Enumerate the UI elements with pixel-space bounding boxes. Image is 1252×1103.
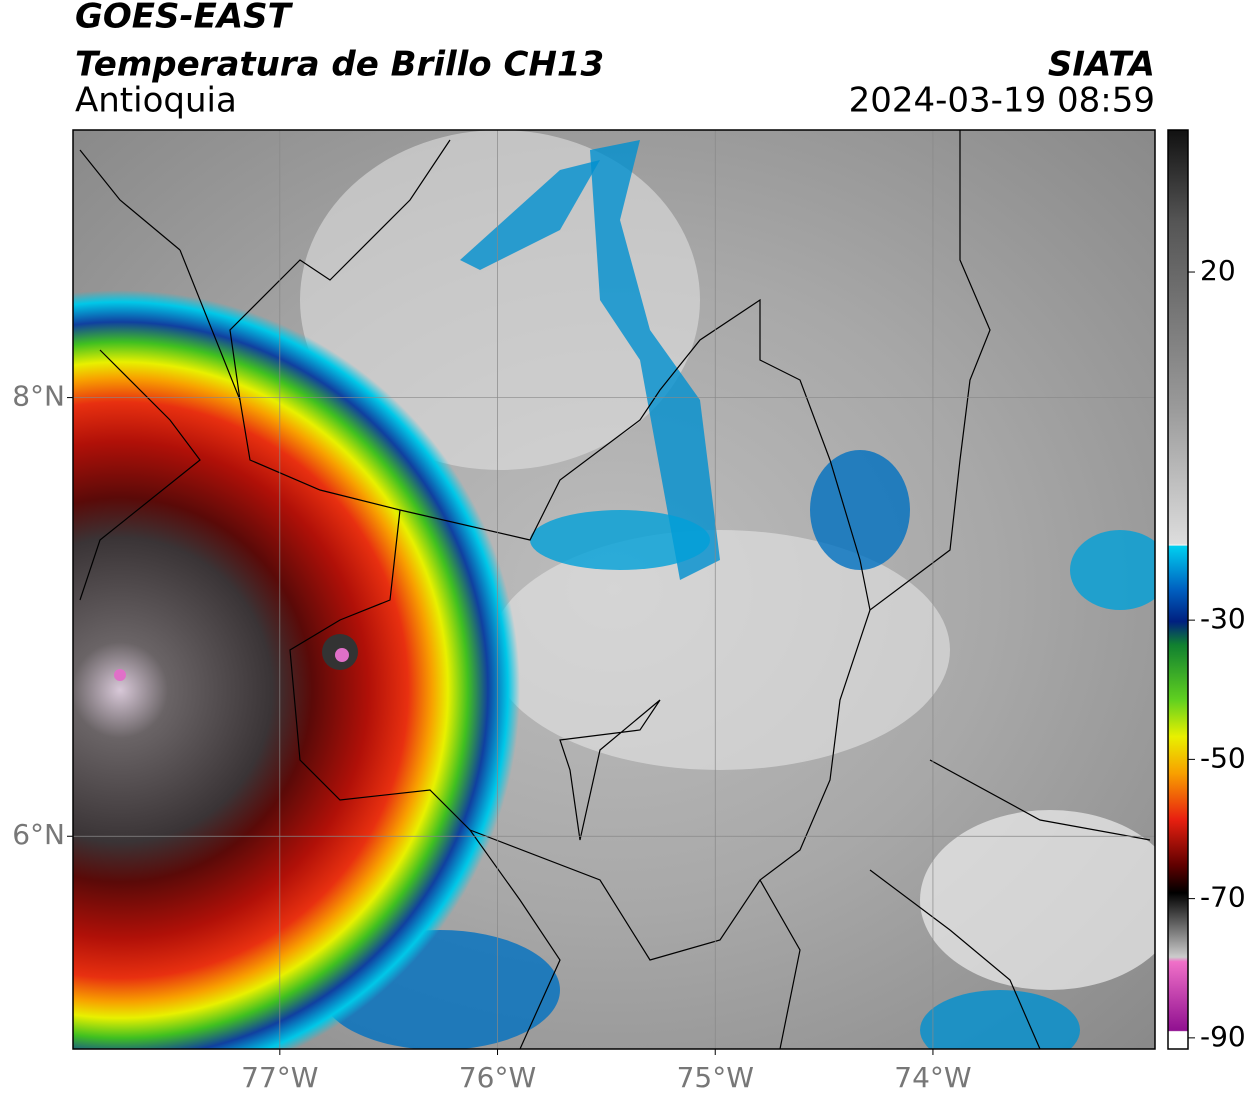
cloud xyxy=(490,530,950,770)
cloud xyxy=(920,810,1155,990)
datetime: 2024-03-19 08:59 xyxy=(849,81,1155,121)
colorbar xyxy=(1167,129,1189,1050)
colorbar-tick-label: -30 xyxy=(1200,602,1246,635)
map-frame xyxy=(72,129,1156,1050)
cloud-band xyxy=(810,450,910,570)
x-tick-label: 76°W xyxy=(459,1061,536,1094)
grid xyxy=(73,130,1155,1049)
y-tick-label: 8°N xyxy=(12,380,65,413)
borders xyxy=(79,130,1151,1049)
cloud-band xyxy=(460,160,600,270)
source: SIATA xyxy=(1048,45,1155,85)
colorbar-tick-label: -90 xyxy=(1200,1020,1246,1053)
cloud-band xyxy=(1070,530,1155,610)
x-tick-label: 74°W xyxy=(894,1061,971,1094)
region: Antioquia xyxy=(75,81,237,121)
storm-cell xyxy=(335,648,349,662)
cloud-band xyxy=(590,140,720,580)
map-imagery xyxy=(73,130,1155,1049)
cloud-band xyxy=(530,510,710,570)
x-tick-label: 77°W xyxy=(241,1061,318,1094)
colorbar-tick-label: -70 xyxy=(1200,881,1246,914)
subtitle: Temperatura de Brillo CH13 xyxy=(75,45,604,85)
colorbar-tick-label: 20 xyxy=(1200,254,1236,287)
colorbar-tick-label: -50 xyxy=(1200,741,1246,774)
cloud-band xyxy=(920,990,1080,1049)
title: GOES-EAST xyxy=(75,0,294,37)
y-tick-label: 6°N xyxy=(12,818,65,851)
x-tick-label: 75°W xyxy=(677,1061,754,1094)
storm xyxy=(73,290,540,1049)
storm-cell xyxy=(114,669,126,681)
